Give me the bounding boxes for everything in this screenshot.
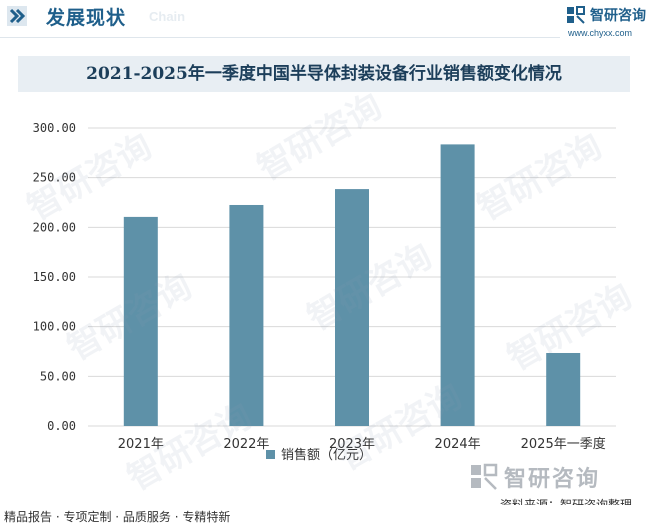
header-subtitle: Chain [149,9,186,24]
brand-url[interactable]: www.chyxx.com [568,28,633,38]
legend: 销售额（亿元） [266,447,372,463]
source-logo-icon [471,463,498,490]
brand-name: 智研咨询 [590,8,646,24]
x-tick-label: 2024年 [435,437,481,452]
footer-band: 精品报告 · 专项定制 · 品质服务 · 专精特新 [0,505,648,525]
legend-swatch [266,450,275,459]
y-tick-label: 200.00 [33,220,76,234]
legend-label: 销售额（亿元） [281,447,372,463]
bar-2 [335,189,369,426]
bars [123,144,581,426]
bar-chart: 0.0050.00100.00150.00200.00250.00300.00 … [33,121,616,463]
chevron-double-icon [7,6,27,26]
y-tick-label: 100.00 [33,320,76,334]
bar-0 [123,216,158,426]
y-axis-ticks: 0.00 50.00 100.00 150.00 200.00 250.00 300.00 [33,121,76,433]
x-tick-label: 2022年 [223,437,269,452]
page-footer: 精品报告 · 专项定制 · 品质服务 · 专精特新 [0,505,648,525]
y-tick-label: 300.00 [33,121,76,135]
x-tick-label: 2025年一季度 [521,436,606,452]
header-divider [0,37,560,38]
x-axis-ticks: 2021年 2022年 2023年 2024年 2025年一季度 [118,436,606,452]
bar-4 [546,352,581,426]
chart-title-band: 2021-2025年一季度中国半导体封装设备行业销售额变化情况 [18,56,630,92]
y-tick-label: 250.00 [33,171,76,185]
x-tick-label: 2023年 [329,437,375,452]
x-tick-label: 2021年 [118,437,164,452]
bar-3 [440,144,475,426]
y-tick-label: 150.00 [33,270,76,284]
page-header: 发展现状 Chain 智研咨询 www.chyxx.com [0,0,648,38]
brand-logo-icon [567,6,585,24]
y-tick-label: 0.00 [47,419,76,433]
source-block: 智研咨询 资料来源：智研咨询整理 [470,458,648,512]
chart-title: 2021-2025年一季度中国半导体封装设备行业销售额变化情况 [86,64,562,84]
source-logo-name: 智研咨询 [504,467,601,492]
footer-tagline: 精品报告 · 专项定制 · 品质服务 · 专精特新 [4,510,231,524]
header-title: 发展现状 [46,7,127,29]
bar-1 [229,204,264,426]
y-tick-label: 50.00 [40,369,76,383]
